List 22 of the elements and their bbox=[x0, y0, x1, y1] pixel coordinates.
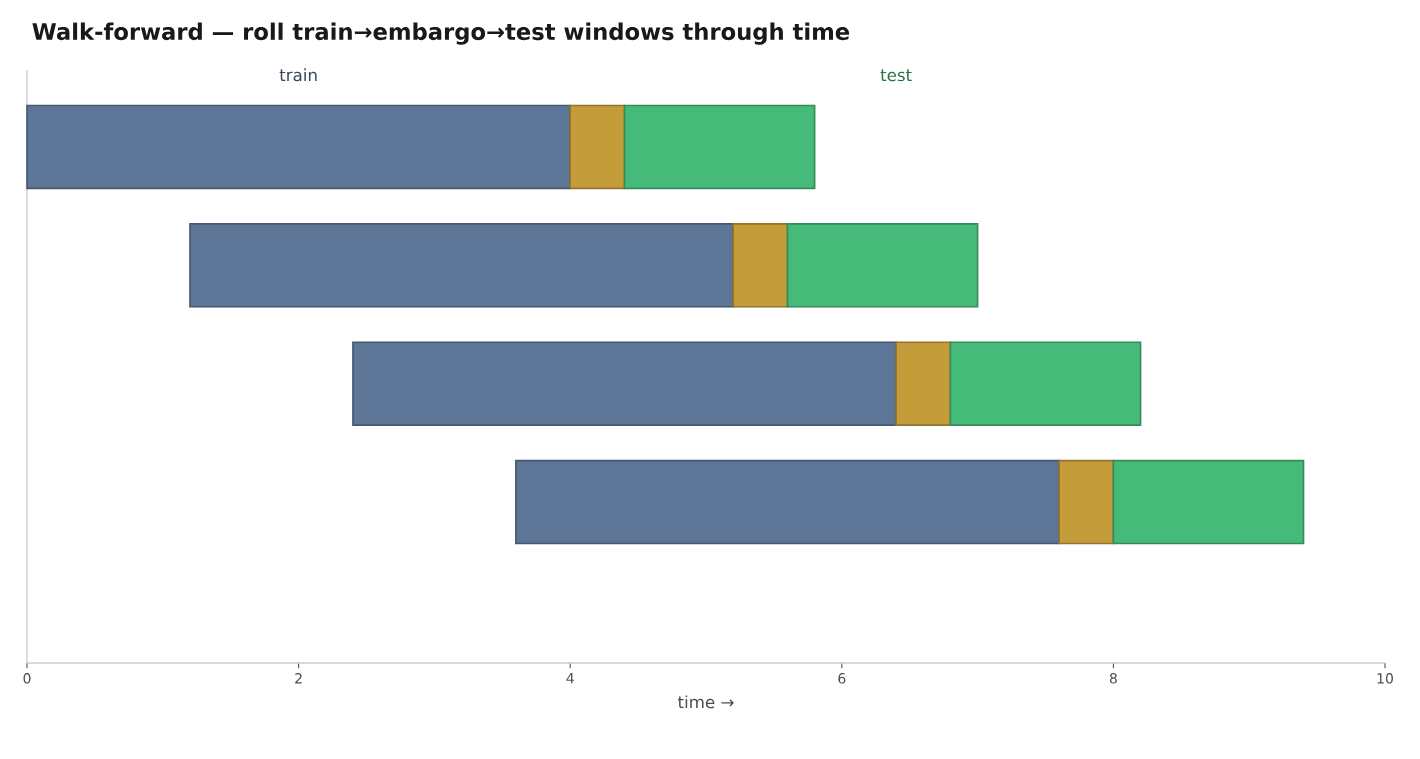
bar bbox=[623, 104, 816, 190]
x-tick-label: 10 bbox=[1377, 673, 1393, 684]
bar bbox=[786, 223, 979, 308]
bar bbox=[189, 223, 734, 308]
text: test bbox=[880, 69, 912, 82]
bar bbox=[895, 341, 952, 426]
x-tick-label: 0 bbox=[23, 673, 31, 684]
series-label: train bbox=[279, 68, 317, 82]
bar bbox=[569, 104, 626, 190]
chart-title: Walk-forward — roll train→embargo→test windows through time bbox=[32, 22, 850, 45]
bar bbox=[26, 104, 572, 190]
x-tick-label: 4 bbox=[566, 673, 574, 684]
bar bbox=[732, 223, 789, 308]
x-axis-title: time → bbox=[677, 695, 734, 709]
x-tick-label: 2 bbox=[295, 673, 302, 684]
bar bbox=[352, 341, 897, 426]
bar bbox=[1112, 459, 1305, 545]
bar bbox=[515, 459, 1060, 545]
bar bbox=[949, 341, 1142, 426]
x-tick-label: 6 bbox=[838, 673, 846, 684]
bar bbox=[1058, 459, 1115, 545]
x-tick-label: 8 bbox=[1109, 673, 1117, 684]
